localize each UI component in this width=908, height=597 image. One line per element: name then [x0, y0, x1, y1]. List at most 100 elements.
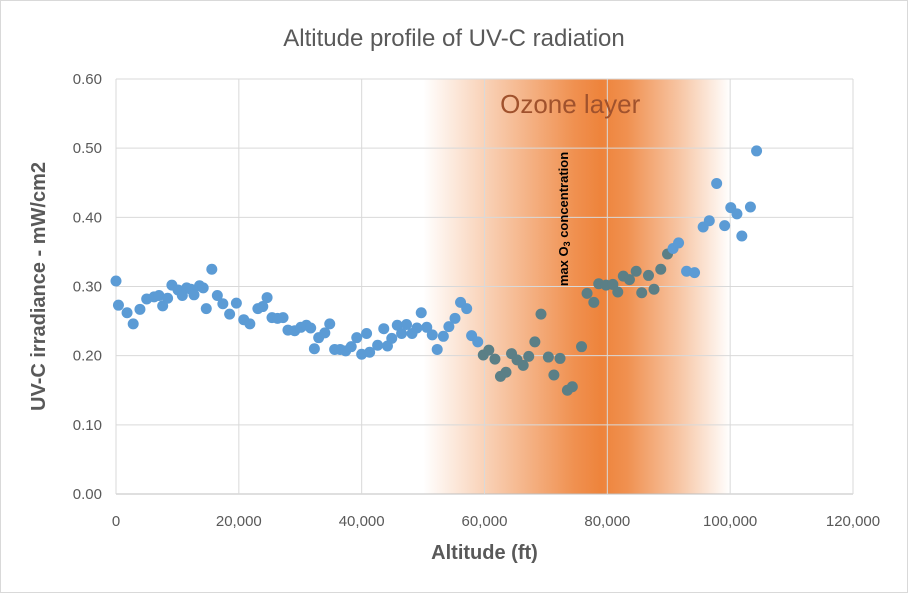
data-point	[431, 343, 443, 355]
data-point	[461, 303, 473, 315]
data-point	[121, 307, 133, 319]
annotation-rest: concentration	[556, 152, 571, 242]
data-point	[110, 275, 122, 287]
data-point	[642, 269, 654, 281]
data-point	[200, 303, 212, 315]
x-tick-label: 40,000	[339, 513, 385, 530]
x-tick-labels: 0 20,000 40,000 60,000 80,000 100,000 120,000	[112, 513, 880, 530]
ozone-layer-label: Ozone layer	[500, 89, 641, 119]
data-point	[378, 323, 390, 335]
data-point	[443, 321, 455, 333]
data-point	[517, 359, 529, 371]
data-point	[415, 307, 427, 319]
data-point	[401, 319, 413, 331]
data-point	[535, 308, 547, 320]
data-point	[576, 341, 588, 353]
chart-title: Altitude profile of UV-C radiation	[283, 25, 625, 52]
y-tick-label: 0.00	[73, 486, 102, 503]
y-tick-label: 0.20	[73, 348, 102, 365]
data-point	[548, 369, 560, 381]
data-point	[566, 381, 578, 393]
y-tick-labels: 0.00 0.10 0.20 0.30 0.40 0.50 0.60	[73, 71, 102, 503]
data-point	[396, 328, 408, 340]
data-point	[648, 283, 660, 295]
data-point	[361, 328, 373, 340]
data-point	[217, 298, 229, 310]
y-tick-label: 0.60	[73, 71, 102, 88]
data-point	[588, 296, 600, 308]
y-tick-label: 0.50	[73, 140, 102, 157]
data-point	[719, 220, 731, 232]
x-tick-label: 100,000	[703, 513, 757, 530]
data-point	[127, 318, 139, 330]
data-point	[689, 267, 701, 279]
data-point	[391, 319, 403, 331]
data-point	[655, 263, 667, 275]
data-point	[581, 287, 593, 299]
data-point	[345, 341, 357, 353]
data-point	[612, 286, 624, 298]
data-point	[257, 301, 269, 313]
x-tick-label: 0	[112, 513, 120, 530]
data-point	[736, 230, 748, 242]
gridlines	[115, 78, 854, 495]
data-point	[197, 282, 209, 294]
data-point	[744, 201, 756, 213]
data-point	[230, 297, 242, 309]
x-axis-title: Altitude (ft)	[431, 542, 538, 564]
y-tick-label: 0.40	[73, 209, 102, 226]
data-point	[437, 330, 449, 342]
data-point	[489, 353, 501, 365]
data-point	[308, 343, 320, 355]
data-point	[500, 366, 512, 378]
annotation-main: max O	[556, 246, 571, 286]
data-point	[449, 312, 461, 324]
data-point	[261, 292, 273, 304]
x-tick-label: 20,000	[216, 513, 262, 530]
data-point	[523, 350, 535, 362]
data-point	[206, 263, 218, 275]
data-point	[351, 332, 363, 344]
data-points	[110, 145, 763, 396]
max-o3-annotation: max O3 concentration	[556, 152, 572, 286]
data-point	[421, 321, 433, 333]
data-point	[472, 336, 484, 348]
data-point	[134, 303, 146, 315]
data-point	[673, 237, 685, 249]
data-point	[703, 215, 715, 227]
data-point	[211, 289, 223, 301]
data-point	[542, 351, 554, 363]
data-point	[751, 145, 763, 157]
data-point	[153, 289, 165, 301]
data-point	[224, 308, 236, 320]
data-point	[372, 339, 384, 351]
data-point	[426, 329, 438, 341]
x-tick-label: 60,000	[462, 513, 508, 530]
annotation-subscript: 3	[562, 241, 572, 246]
data-point	[364, 346, 376, 358]
data-point	[731, 208, 743, 220]
data-point	[305, 322, 317, 334]
data-point	[386, 332, 398, 344]
data-point	[483, 344, 495, 356]
data-point	[162, 292, 174, 304]
data-point	[411, 322, 423, 334]
data-point	[277, 312, 289, 324]
data-point	[623, 274, 635, 286]
data-point	[636, 287, 648, 299]
data-point	[630, 265, 642, 277]
x-tick-label: 80,000	[584, 513, 630, 530]
y-tick-label: 0.30	[73, 279, 102, 296]
data-point	[529, 336, 541, 348]
data-point	[711, 177, 723, 189]
data-point	[319, 327, 331, 339]
data-point	[112, 299, 124, 311]
data-point	[188, 289, 200, 301]
y-tick-label: 0.10	[73, 417, 102, 434]
data-point	[554, 352, 566, 364]
x-tick-label: 120,000	[826, 513, 880, 530]
data-point	[324, 318, 336, 330]
data-point	[244, 318, 256, 330]
